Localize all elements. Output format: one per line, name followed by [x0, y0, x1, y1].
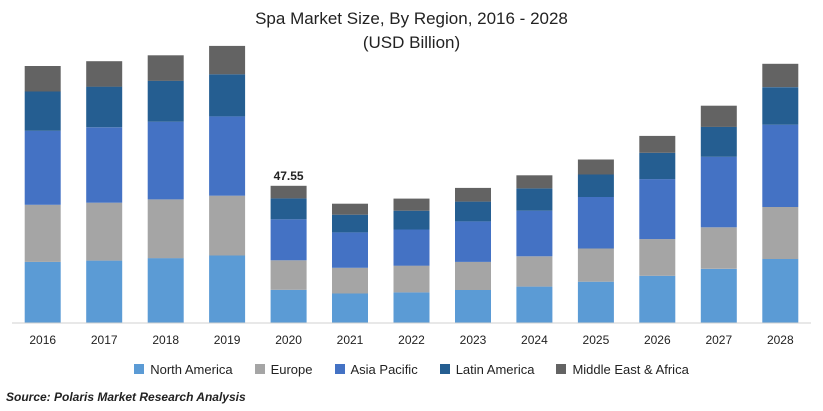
chart-subtitle: (USD Billion) [362, 33, 461, 52]
bar-2028-europe [762, 207, 799, 259]
legend-label: North America [150, 361, 233, 377]
bar-2017-europe [86, 202, 123, 261]
x-tick-label-2024: 2024 [521, 333, 548, 347]
x-tick-label-2019: 2019 [214, 333, 241, 347]
bar-2016-middle-east-and-africa [24, 66, 61, 92]
bar-2026-europe [639, 239, 676, 276]
bar-2024-middle-east-and-africa [516, 175, 553, 189]
bar-2017-asia-pacific [86, 127, 123, 203]
bar-2025-middle-east-and-africa [577, 159, 614, 175]
bar-2026-asia-pacific [639, 179, 676, 240]
bar-2022-middle-east-and-africa [393, 198, 430, 211]
bar-2021-north-america [332, 293, 368, 323]
bar-2023-middle-east-and-africa [455, 187, 491, 202]
bar-2017-middle-east-and-africa [86, 61, 123, 87]
bar-2025-latin-america [577, 174, 614, 197]
x-tick-label-2023: 2023 [460, 333, 487, 347]
bar-2022-asia-pacific [393, 229, 430, 266]
bar-2018-europe [147, 199, 184, 259]
legend-label: Asia Pacific [350, 361, 418, 377]
bar-2024-north-america [516, 286, 553, 323]
bar-2027-north-america [700, 268, 737, 323]
bar-2016-latin-america [24, 91, 61, 131]
legend-swatch [439, 364, 450, 374]
bar-2020-middle-east-and-africa [270, 185, 307, 199]
bar-2018-latin-america [147, 80, 184, 122]
bar-2025-asia-pacific [577, 197, 614, 249]
bar-2018-asia-pacific [147, 121, 184, 200]
bar-2025-europe [577, 248, 614, 282]
bar-2026-latin-america [639, 152, 676, 180]
legend-swatch [134, 364, 145, 374]
x-tick-label-2017: 2017 [91, 333, 118, 347]
bar-2019-middle-east-and-africa [209, 45, 246, 75]
bar-2016-north-america [24, 261, 61, 323]
legend-item-europe: Europe [254, 360, 313, 378]
data-label-2020: 47.55 [274, 169, 304, 183]
bar-2026-north-america [639, 275, 676, 323]
x-tick-label-2025: 2025 [583, 333, 610, 347]
bar-2021-asia-pacific [332, 232, 368, 268]
bar-2024-latin-america [516, 188, 553, 211]
bar-2016-europe [24, 204, 61, 262]
x-tick-label-2028: 2028 [767, 333, 794, 347]
legend-label: Middle East & Africa [572, 361, 689, 377]
bar-2027-latin-america [700, 126, 737, 157]
bar-2019-latin-america [209, 74, 246, 117]
bar-2028-north-america [762, 258, 799, 323]
bar-2028-asia-pacific [762, 124, 799, 207]
bar-2016-asia-pacific [24, 130, 61, 205]
chart-legend: North America Europe Asia Pacific Latin Ame… [0, 360, 823, 378]
bar-2027-europe [700, 227, 737, 269]
bar-2023-asia-pacific [455, 221, 491, 262]
x-tick-label-2022: 2022 [398, 333, 425, 347]
bar-2023-europe [455, 261, 491, 290]
bar-2019-asia-pacific [209, 116, 246, 196]
bar-2020-europe [270, 260, 307, 290]
bar-2024-asia-pacific [516, 210, 553, 257]
bar-2022-north-america [393, 292, 430, 323]
legend-item-latin-america: Latin America [439, 360, 535, 378]
bar-2027-asia-pacific [700, 156, 737, 228]
legend-swatch [334, 364, 345, 374]
source-note: Source: Polaris Market Research Analysis [6, 390, 246, 404]
bar-2028-latin-america [762, 87, 799, 125]
bar-2018-north-america [147, 258, 184, 323]
x-tick-label-2021: 2021 [337, 333, 364, 347]
legend-swatch [556, 364, 567, 374]
bar-2023-north-america [455, 290, 491, 323]
bar-2020-asia-pacific [270, 219, 307, 261]
bar-2022-latin-america [393, 210, 430, 230]
bar-2027-middle-east-and-africa [700, 105, 737, 127]
legend-label: Europe [270, 361, 313, 377]
bar-2018-middle-east-and-africa [147, 55, 184, 81]
legend-item-north-america: North America [134, 360, 233, 378]
bar-2028-middle-east-and-africa [762, 63, 799, 88]
legend-item-middle-east-and-africa: Middle East & Africa [556, 360, 689, 378]
legend-label: Latin America [455, 361, 535, 377]
bar-2020-north-america [270, 289, 307, 323]
bar-2017-north-america [86, 260, 123, 323]
x-tick-label-2018: 2018 [152, 333, 179, 347]
bar-2020-latin-america [270, 198, 307, 220]
legend-swatch [254, 364, 265, 374]
bar-2024-europe [516, 256, 553, 287]
bar-2023-latin-america [455, 201, 491, 222]
bar-2026-middle-east-and-africa [639, 135, 676, 153]
bar-2019-north-america [209, 255, 246, 323]
bar-2025-north-america [577, 281, 614, 323]
bar-2022-europe [393, 265, 430, 293]
bar-2017-latin-america [86, 86, 123, 128]
x-tick-label-2020: 2020 [275, 333, 302, 347]
x-tick-label-2027: 2027 [705, 333, 732, 347]
chart-title: Spa Market Size, By Region, 2016 - 2028 [255, 9, 568, 28]
x-tick-label-2026: 2026 [644, 333, 671, 347]
bar-2021-latin-america [332, 214, 368, 233]
bar-2021-middle-east-and-africa [332, 203, 368, 215]
legend-item-asia-pacific: Asia Pacific [334, 360, 418, 378]
x-tick-label-2016: 2016 [29, 333, 56, 347]
bar-2019-europe [209, 195, 246, 256]
bar-2021-europe [332, 267, 368, 294]
